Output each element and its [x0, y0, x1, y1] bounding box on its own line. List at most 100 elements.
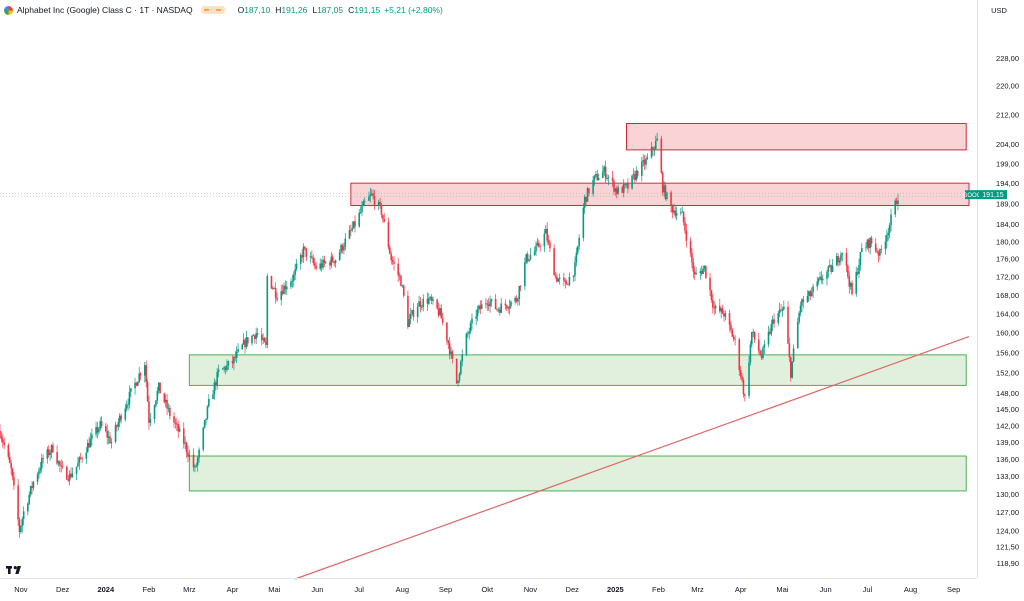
- candle: [613, 179, 615, 196]
- market-status-icon[interactable]: [200, 6, 225, 14]
- candle: [656, 132, 658, 141]
- candle: [543, 228, 546, 253]
- candle: [157, 382, 160, 394]
- candle: [77, 456, 79, 467]
- candle: [693, 266, 696, 281]
- candle: [621, 185, 624, 194]
- candle: [723, 310, 725, 322]
- candle: [607, 174, 610, 186]
- resistance-zone-1[interactable]: [626, 123, 967, 151]
- candle: [100, 416, 103, 429]
- candle: [888, 222, 891, 239]
- ohlc-high-label: H: [275, 5, 282, 15]
- candle: [565, 279, 568, 285]
- candle: [358, 209, 360, 229]
- candle: [572, 275, 575, 282]
- candle: [0, 431, 3, 443]
- candle: [585, 196, 587, 207]
- candle: [614, 187, 617, 196]
- candle: [86, 439, 89, 453]
- candle: [373, 190, 376, 210]
- candle: [50, 444, 53, 459]
- candle: [226, 359, 228, 372]
- candle: [840, 251, 842, 266]
- candle: [439, 304, 441, 317]
- candle: [564, 277, 567, 289]
- candle: [156, 387, 159, 404]
- candle: [47, 445, 50, 458]
- tradingview-logo[interactable]: [6, 566, 21, 574]
- candle: [198, 447, 200, 463]
- candle: [524, 257, 526, 291]
- candle: [783, 300, 785, 311]
- candle: [663, 181, 665, 197]
- candle: [166, 393, 168, 416]
- currency-label[interactable]: USD: [991, 6, 1007, 15]
- candle: [350, 224, 352, 237]
- ohlc-low-value: 187,05: [317, 5, 344, 15]
- candle: [841, 252, 844, 262]
- candle: [760, 349, 763, 361]
- symbol-title[interactable]: Alphabet Inc (Google) Class C · 1T · NAS…: [17, 5, 193, 15]
- candle: [859, 251, 862, 271]
- candle: [71, 467, 74, 478]
- candle: [274, 282, 277, 304]
- support-zone-4[interactable]: [188, 455, 967, 492]
- y-tick-label: 220,00: [996, 82, 1019, 91]
- candle: [124, 403, 127, 422]
- candle: [223, 365, 225, 373]
- candle: [660, 135, 663, 174]
- candle: [212, 390, 214, 400]
- candle: [549, 239, 551, 253]
- candle: [319, 258, 322, 271]
- candle: [705, 265, 707, 280]
- candle: [645, 155, 647, 170]
- candle: [681, 206, 683, 213]
- candle: [478, 304, 480, 313]
- candle: [826, 269, 828, 286]
- candle: [588, 188, 590, 197]
- ohlc-open-label: O: [237, 5, 245, 15]
- trendline[interactable]: [294, 336, 970, 580]
- candle: [682, 211, 685, 226]
- candle: [205, 418, 207, 425]
- candle: [234, 351, 237, 361]
- candle: [255, 327, 257, 345]
- candle: [712, 293, 714, 314]
- candle: [627, 178, 629, 194]
- candle: [187, 445, 189, 463]
- candle: [718, 298, 721, 314]
- candle: [354, 215, 356, 233]
- candle: [611, 171, 614, 188]
- candle: [311, 250, 313, 260]
- candle: [127, 398, 129, 411]
- candle: [876, 248, 878, 254]
- candle: [691, 248, 693, 269]
- candle: [362, 199, 365, 207]
- candle: [455, 358, 458, 385]
- candle: [184, 436, 186, 450]
- candle: [641, 156, 643, 182]
- candle: [762, 346, 764, 360]
- y-tick-label: 142,00: [996, 421, 1019, 430]
- ohlc-low-label: L: [312, 5, 318, 15]
- candle: [167, 403, 170, 413]
- candle: [426, 292, 429, 311]
- candle: [291, 274, 294, 288]
- resistance-zone-2[interactable]: [350, 182, 970, 206]
- x-tick-label: Mai: [776, 585, 788, 594]
- candle: [206, 405, 209, 421]
- price-axis[interactable]: USD 228,00 220,00 212,00 204,00 199,00 194,00…: [977, 0, 1020, 578]
- candle: [879, 248, 881, 261]
- candle: [251, 334, 253, 346]
- candle: [880, 244, 883, 254]
- candle: [849, 281, 852, 290]
- support-zone-3[interactable]: [188, 354, 967, 386]
- time-axis[interactable]: Nov Dez 2024 Feb Mrz Apr Mai Jun Jul Aug Sep Okt Nov…: [0, 578, 977, 595]
- candle: [203, 420, 206, 429]
- candle: [732, 334, 735, 342]
- x-tick-label: Dez: [56, 585, 70, 594]
- candle: [20, 525, 22, 535]
